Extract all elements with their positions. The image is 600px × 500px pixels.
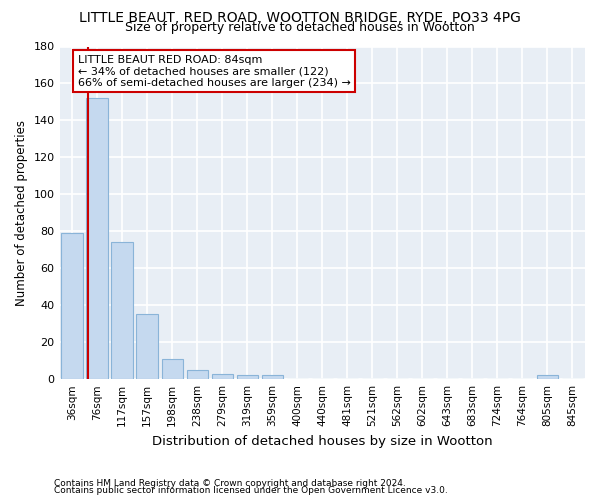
Text: Contains public sector information licensed under the Open Government Licence v3: Contains public sector information licen… [54, 486, 448, 495]
Bar [187, 370, 208, 379]
Text: LITTLE BEAUT, RED ROAD, WOOTTON BRIDGE, RYDE, PO33 4PG: LITTLE BEAUT, RED ROAD, WOOTTON BRIDGE, … [79, 11, 521, 25]
Bar [262, 376, 283, 379]
Bar [136, 314, 158, 379]
Bar [212, 374, 233, 379]
Bar [236, 376, 258, 379]
Bar [537, 376, 558, 379]
Text: LITTLE BEAUT RED ROAD: 84sqm
← 34% of detached houses are smaller (122)
66% of s: LITTLE BEAUT RED ROAD: 84sqm ← 34% of de… [78, 55, 351, 88]
Text: Contains HM Land Registry data © Crown copyright and database right 2024.: Contains HM Land Registry data © Crown c… [54, 478, 406, 488]
Bar [86, 98, 108, 379]
Bar [112, 242, 133, 379]
Bar [61, 233, 83, 379]
X-axis label: Distribution of detached houses by size in Wootton: Distribution of detached houses by size … [152, 434, 493, 448]
Y-axis label: Number of detached properties: Number of detached properties [15, 120, 28, 306]
Text: Size of property relative to detached houses in Wootton: Size of property relative to detached ho… [125, 22, 475, 35]
Bar [161, 359, 183, 379]
